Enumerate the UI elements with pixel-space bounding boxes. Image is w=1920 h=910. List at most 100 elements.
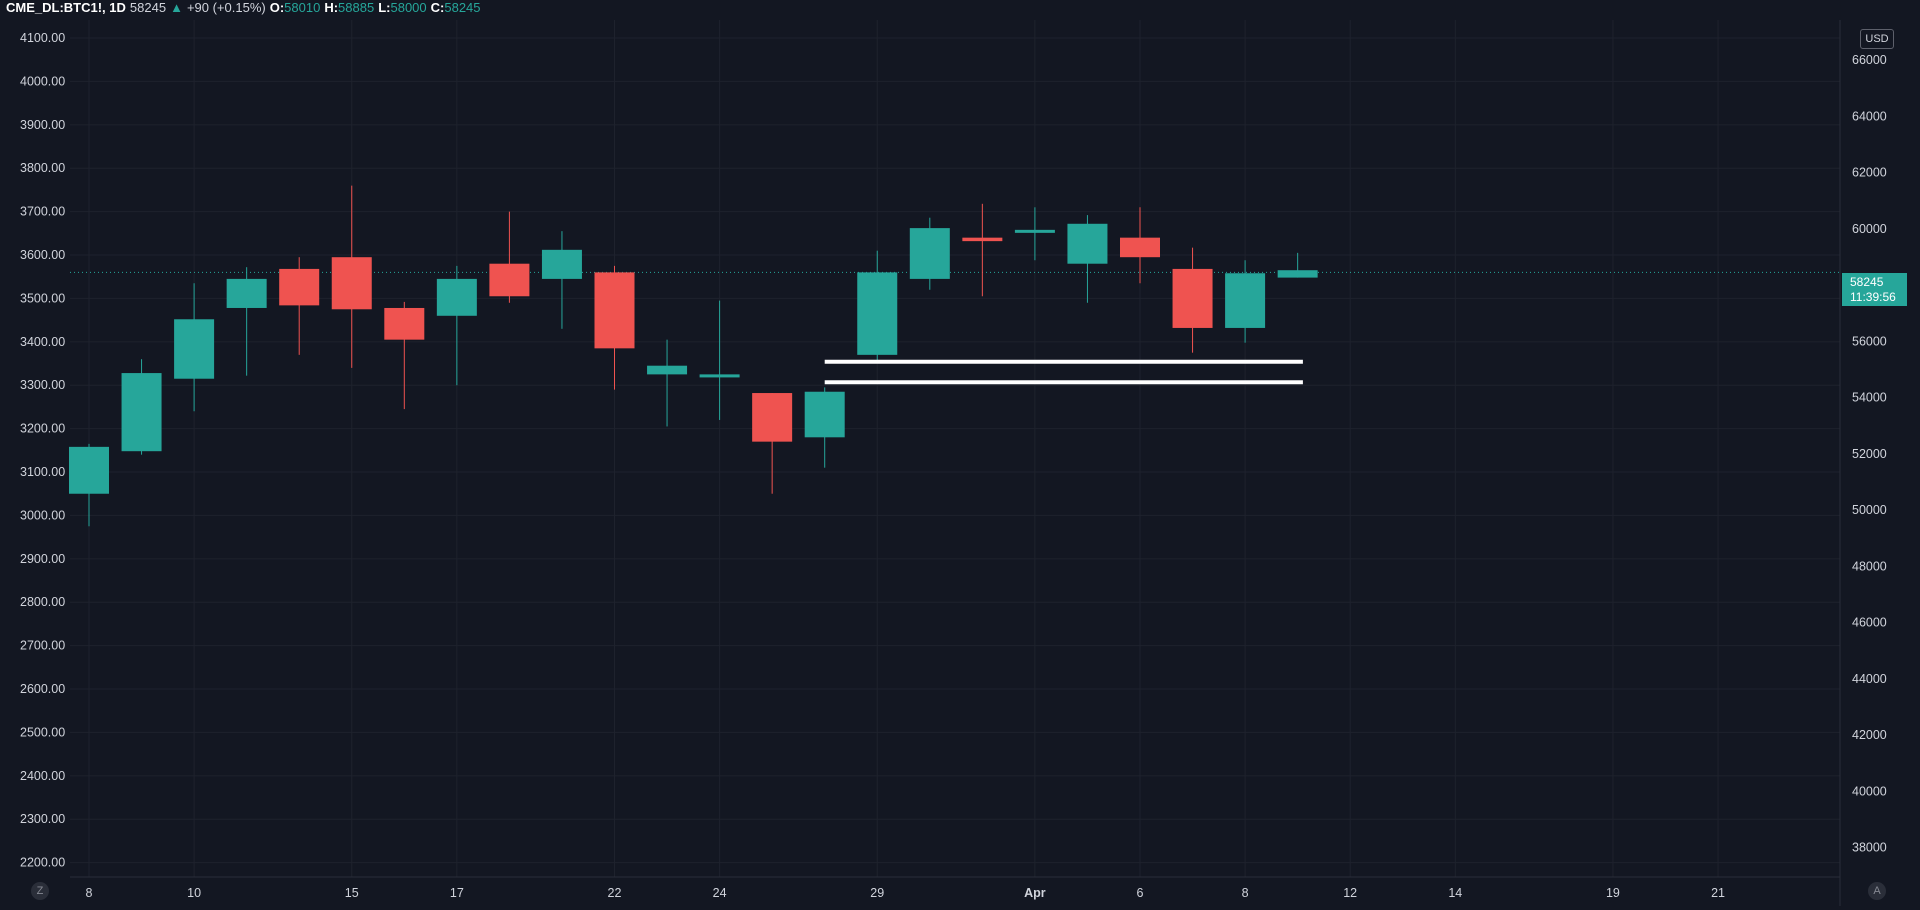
left-axis-tick: 3100.00 [20, 465, 65, 479]
close-label: C: [430, 0, 445, 15]
candle [1277, 252, 1318, 278]
left-axis-tick: 3400.00 [20, 335, 65, 349]
right-axis-tick: 44000 [1852, 672, 1887, 686]
candle [121, 359, 162, 455]
candle [279, 257, 320, 355]
candle [1225, 260, 1266, 343]
candle-body [384, 307, 425, 340]
left-axis-tick: 3300.00 [20, 378, 65, 392]
date-axis[interactable]: 8 10 15 17 22 24 29 Apr 6 8 12 14 19 21 [86, 886, 1726, 900]
candle [857, 250, 898, 362]
drawn-horizontal-lines[interactable] [824, 359, 1303, 385]
left-price-axis[interactable]: 4100.00 4000.00 3900.00 3800.00 3700.00 3600.… [20, 31, 65, 870]
candle [541, 231, 582, 329]
right-axis-tick: 60000 [1852, 222, 1887, 236]
candle-body [1120, 237, 1160, 258]
date-axis-label: 19 [1606, 886, 1620, 900]
candle [1120, 207, 1160, 284]
right-axis-tick: 62000 [1852, 166, 1887, 180]
right-axis-tick: 66000 [1852, 53, 1887, 67]
candle [436, 265, 477, 386]
right-price-axis[interactable]: 6600064000620006000058000560005400052000… [1852, 53, 1887, 855]
date-axis-label: 8 [1242, 886, 1249, 900]
candle [489, 211, 530, 303]
right-axis-tick: 42000 [1852, 728, 1887, 742]
left-axis-tick: 2800.00 [20, 595, 65, 609]
right-axis-tick: 52000 [1852, 447, 1887, 461]
auto-scale-left-button[interactable]: Z [31, 882, 49, 900]
last-price-tag: 58245 11:39:56 [1842, 273, 1907, 306]
right-axis-tick: 54000 [1852, 391, 1887, 405]
low-label: L: [378, 0, 391, 15]
left-axis-tick: 2600.00 [20, 682, 65, 696]
left-axis-tick: 3000.00 [20, 508, 65, 522]
right-axis-tick: 64000 [1852, 109, 1887, 123]
candle-body [1172, 268, 1213, 328]
high-value: 58885 [338, 0, 375, 15]
date-axis-label: 10 [187, 886, 201, 900]
date-axis-label: 17 [450, 886, 464, 900]
currency-badge[interactable]: USD [1860, 29, 1894, 49]
symbol-legend[interactable]: CME_DL:BTC1!, 1D 58245 ▲ +90 (+0.15%) O:5801… [0, 0, 485, 18]
change-value: +90 (+0.15%) [186, 0, 266, 15]
right-axis-tick: 48000 [1852, 559, 1887, 573]
left-axis-tick: 4000.00 [20, 74, 65, 88]
right-axis-tick: 40000 [1852, 784, 1887, 798]
candle-body [699, 374, 740, 378]
candle [699, 300, 740, 420]
candle-body [541, 249, 582, 279]
right-axis-tick: 38000 [1852, 841, 1887, 855]
candles [69, 185, 1318, 527]
auto-scale-right-button[interactable]: A [1868, 882, 1886, 900]
candle-body [1014, 229, 1055, 233]
candle-body [174, 319, 215, 379]
candle-body [279, 268, 320, 306]
price-tag-value: 58245 [1850, 275, 1884, 289]
candle [594, 265, 635, 390]
date-axis-label: 29 [870, 886, 884, 900]
left-axis-tick: 4100.00 [20, 31, 65, 45]
candle [1014, 207, 1055, 261]
left-axis-tick: 3200.00 [20, 422, 65, 436]
candle-body [226, 278, 267, 308]
candle [1172, 247, 1213, 353]
candle-body [1225, 273, 1266, 328]
candle-body [909, 228, 950, 279]
date-axis-label: 21 [1711, 886, 1725, 900]
left-axis-tick: 2700.00 [20, 639, 65, 653]
close-value: 58245 [444, 0, 481, 15]
date-axis-label: 6 [1137, 886, 1144, 900]
left-axis-tick: 2900.00 [20, 552, 65, 566]
left-axis-tick: 2400.00 [20, 769, 65, 783]
high-label: H: [324, 0, 339, 15]
left-axis-tick: 2200.00 [20, 856, 65, 870]
left-axis-tick: 3900.00 [20, 118, 65, 132]
candle-body [1067, 223, 1108, 264]
right-axis-tick: 46000 [1852, 616, 1887, 630]
candle [69, 443, 109, 527]
candle-body [752, 393, 793, 442]
left-axis-tick: 3500.00 [20, 291, 65, 305]
candle-body [69, 446, 109, 494]
left-axis-tick: 3800.00 [20, 161, 65, 175]
open-value: 58010 [284, 0, 321, 15]
candle-body [121, 373, 162, 452]
symbol-name[interactable]: CME_DL:BTC1!, 1D [6, 0, 126, 15]
right-axis-tick: 56000 [1852, 334, 1887, 348]
candle [962, 203, 1003, 297]
date-axis-label: 22 [608, 886, 622, 900]
chart-grid [70, 20, 1840, 877]
candle-body [962, 237, 1003, 242]
date-axis-label: 15 [345, 886, 359, 900]
left-axis-tick: 2300.00 [20, 812, 65, 826]
candle [647, 339, 688, 427]
candle [909, 217, 950, 290]
price-tag-countdown: 11:39:56 [1850, 290, 1896, 304]
candle-body [804, 391, 845, 438]
last-price: 58245 [129, 0, 167, 15]
low-value: 58000 [390, 0, 427, 15]
candle-body [647, 365, 688, 375]
open-label: O: [269, 0, 285, 15]
left-axis-tick: 3700.00 [20, 205, 65, 219]
